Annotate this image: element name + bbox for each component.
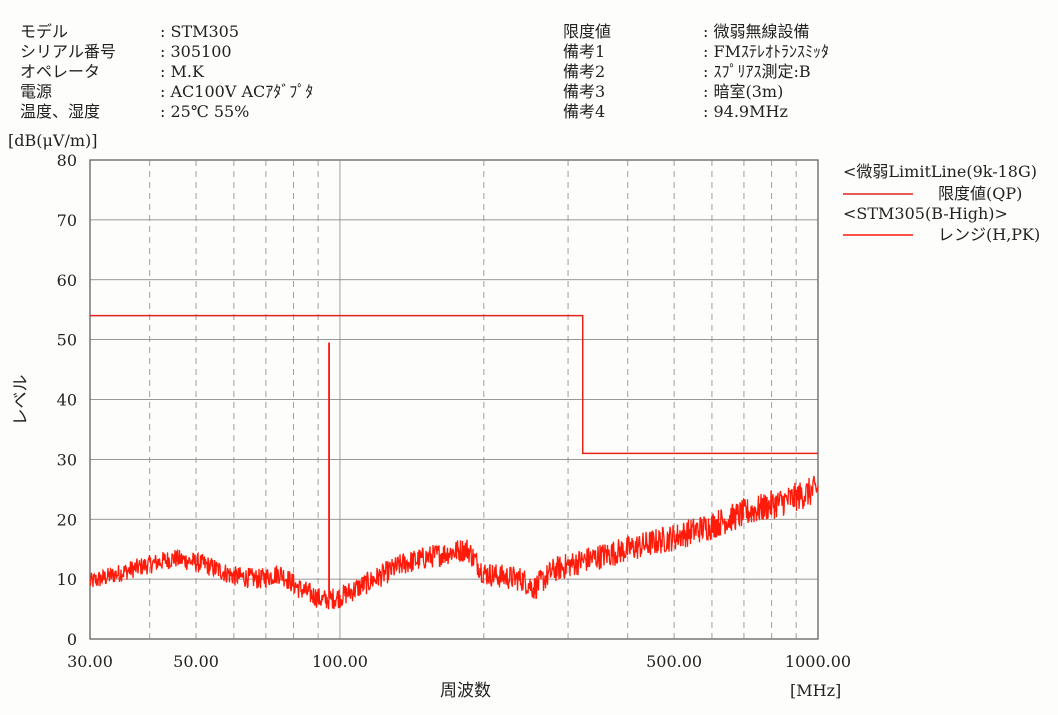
legend: <微弱LimitLine(9k-18G) 限度値(QP) <STM305(B-H… <box>843 162 1040 244</box>
info-row: 備考4: 94.9MHz <box>563 102 788 121</box>
info-row: 備考1: FMｽﾃﾚｵﾄﾗﾝｽﾐｯﾀ <box>563 42 829 61</box>
info-row: 温度、湿度: 25℃ 55% <box>20 102 250 121</box>
y-tick-label: 20 <box>57 510 77 529</box>
info-row: 電源: AC100V ACｱﾀﾞﾌﾟﾀ <box>20 82 314 101</box>
info-row: 限度値: 微弱無線設備 <box>563 22 810 41</box>
info-right: 限度値: 微弱無線設備 備考1: FMｽﾃﾚｵﾄﾗﾝｽﾐｯﾀ 備考2: ｽﾌﾟﾘ… <box>563 22 829 122</box>
info-row: モデル: STM305 <box>20 22 240 41</box>
y-unit: [dB(μV/m)] <box>8 131 97 150</box>
info-row: 備考2: ｽﾌﾟﾘｱｽ測定:B <box>563 62 811 81</box>
y-tick-label: 50 <box>57 331 77 350</box>
info-row: 備考3: 暗室(3m) <box>563 82 784 101</box>
y-tick-label: 10 <box>57 570 77 589</box>
x-unit: [MHz] <box>790 681 841 700</box>
x-tick-label: 1000.00 <box>785 652 851 671</box>
x-tick-label: 30.00 <box>67 652 113 671</box>
legend-entry: 限度値(QP) <box>938 184 1022 203</box>
legend-entry: レンジ(H,PK) <box>938 225 1040 244</box>
y-axis-label: レベル <box>11 375 31 426</box>
y-tick-label: 30 <box>57 450 77 469</box>
x-tick-label: 50.00 <box>173 652 219 671</box>
series-limit-line <box>90 314 818 455</box>
info-row: シリアル番号: 305100 <box>20 42 232 61</box>
y-tick-label: 40 <box>57 391 77 410</box>
x-tick-label: 100.00 <box>312 652 368 671</box>
y-tick-label: 60 <box>57 271 77 290</box>
x-axis-label: 周波数 <box>440 681 491 701</box>
info-row: オペレータ: M.K <box>20 62 204 81</box>
y-tick-label: 70 <box>57 211 77 230</box>
x-tick-label: 500.00 <box>646 652 702 671</box>
info-left: モデル: STM305 シリアル番号: 305100 オペレータ: M.K 電源… <box>20 22 313 122</box>
legend-group-title: <STM305(B-High)> <box>843 204 1008 223</box>
y-tick-label: 80 <box>57 151 77 170</box>
y-tick-label: 0 <box>67 630 77 649</box>
legend-group-title: <微弱LimitLine(9k-18G) <box>843 162 1037 181</box>
series-measurement-trace <box>89 342 819 610</box>
